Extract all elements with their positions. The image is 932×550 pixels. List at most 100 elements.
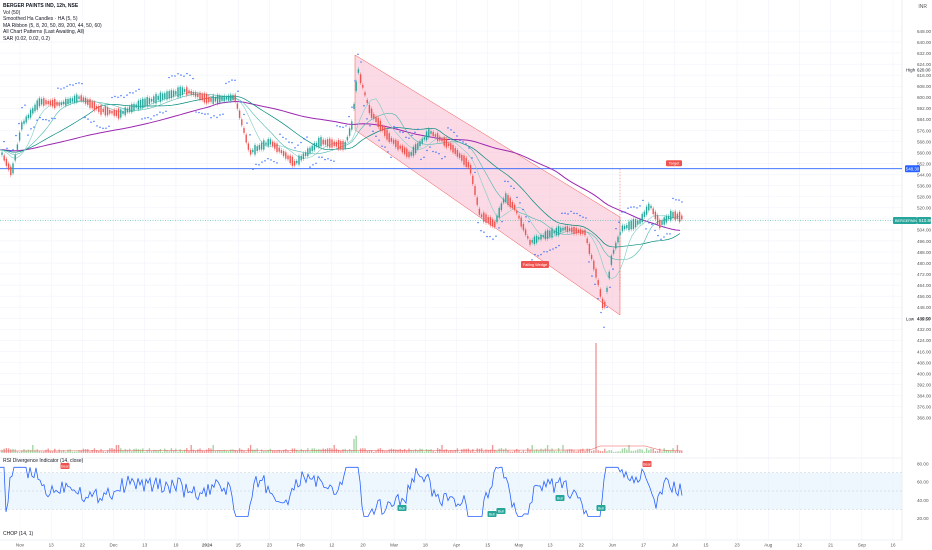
- sar-dot: [144, 117, 146, 119]
- target-label-bg: [666, 160, 682, 167]
- sar-dot: [195, 111, 197, 113]
- volume-bar: [98, 450, 100, 453]
- candle: [146, 97, 148, 107]
- volume-bar: [667, 450, 670, 453]
- volume-bar: [216, 450, 219, 453]
- sar-dot: [258, 164, 260, 166]
- sar-dot: [81, 82, 83, 85]
- price-tick-label: 376.00: [917, 405, 931, 410]
- legend-sar[interactable]: SAR (0.02, 0.02, 0.2): [3, 35, 50, 42]
- candle: [106, 107, 109, 116]
- sar-dot: [132, 92, 134, 94]
- candle: [34, 104, 36, 112]
- sar-dot: [45, 119, 47, 121]
- target-price-tag-bg: [905, 165, 920, 173]
- price-tick-label: 456.00: [917, 294, 931, 299]
- sar-dot: [411, 134, 413, 137]
- candle: [535, 235, 538, 243]
- volume-bar: [137, 449, 140, 453]
- rsi-legend[interactable]: RSI Divergence Indicator (14, close): [3, 458, 84, 464]
- price-tick-label: 520.00: [917, 206, 931, 211]
- candle: [16, 144, 19, 150]
- volume-bar: [659, 448, 661, 453]
- volume-bar: [516, 448, 518, 453]
- sar-dot: [93, 120, 95, 123]
- sar-dot: [525, 216, 527, 218]
- sar-dot: [534, 253, 536, 256]
- volume-bar: [419, 448, 421, 453]
- candle: [406, 148, 408, 157]
- volume-bar: [520, 451, 522, 453]
- sar-dot: [681, 201, 683, 203]
- volume-bar: [324, 448, 327, 453]
- sar-dot: [393, 125, 395, 128]
- volume-bar: [560, 451, 562, 453]
- candle: [491, 219, 494, 227]
- time-tick-label: 18: [423, 543, 429, 548]
- volume-bar: [225, 450, 228, 453]
- candle: [23, 120, 25, 124]
- price-tick-label: 624.00: [917, 62, 931, 67]
- candle: [381, 126, 384, 131]
- symbol-title[interactable]: BERGER PAINTS IND, 12h, NSE: [3, 3, 79, 9]
- sar-dot: [345, 125, 347, 127]
- candle: [115, 110, 118, 116]
- chop-legend[interactable]: CHOP (14, 1): [3, 531, 34, 537]
- candle: [56, 101, 58, 106]
- volume-bar: [276, 450, 278, 453]
- volume-bar: [410, 449, 412, 453]
- candle: [414, 144, 417, 154]
- volume-bar: [511, 451, 514, 453]
- candle: [117, 108, 120, 119]
- legend-chart-patterns[interactable]: All Chart Patterns (Last Awaiting, All): [3, 29, 85, 36]
- candle: [76, 94, 78, 103]
- volume-bar: [533, 450, 536, 453]
- legend-ma-ribbon[interactable]: MA Ribbon (5, 8, 20, 50, 89, 200, 44, 50…: [3, 22, 102, 29]
- sar-dot: [450, 129, 452, 131]
- rsi-bear-signal: Bear: [643, 463, 651, 467]
- sar-dot: [363, 105, 365, 107]
- price-tick-label: 472.00: [917, 272, 931, 277]
- volume-bar: [205, 449, 208, 453]
- candle: [564, 226, 566, 231]
- volume-bar: [157, 450, 159, 453]
- candle: [71, 98, 74, 102]
- price-tick-label: 504.00: [917, 228, 931, 233]
- sar-dot: [309, 166, 311, 168]
- sar-dot: [480, 230, 482, 232]
- sar-dot: [486, 235, 488, 238]
- candle: [461, 155, 463, 161]
- candle: [344, 141, 346, 149]
- candle: [249, 149, 252, 155]
- candle: [201, 93, 203, 101]
- volume-bar: [450, 450, 452, 453]
- candle: [45, 100, 47, 105]
- time-tick-label: 12: [329, 543, 335, 548]
- sar-dot: [24, 104, 26, 106]
- price-tick-label: 584.00: [917, 117, 931, 122]
- volume-bar: [203, 451, 206, 453]
- candle: [434, 134, 437, 137]
- legend-volume[interactable]: Vol (50): [3, 9, 21, 16]
- candle: [608, 271, 610, 279]
- price-tick-label: 408.00: [917, 360, 931, 365]
- candle: [263, 140, 265, 150]
- candle: [637, 220, 639, 225]
- candle: [113, 109, 115, 116]
- volume-bar: [628, 445, 630, 453]
- legend-ha-candles[interactable]: Smoothed Ha Candles · HA (5, 5): [3, 16, 78, 23]
- sar-dot: [678, 199, 680, 201]
- sar-dot: [213, 115, 215, 117]
- volume-bar: [443, 449, 445, 453]
- volume-bar: [223, 449, 225, 453]
- candle: [456, 149, 459, 157]
- currency-label[interactable]: INR: [918, 4, 927, 10]
- sar-dot: [336, 125, 338, 127]
- sar-dot: [537, 255, 539, 257]
- volume-bar: [483, 451, 485, 453]
- time-tick-label: 23: [735, 543, 741, 548]
- sar-dot: [117, 96, 119, 98]
- candle: [628, 221, 630, 231]
